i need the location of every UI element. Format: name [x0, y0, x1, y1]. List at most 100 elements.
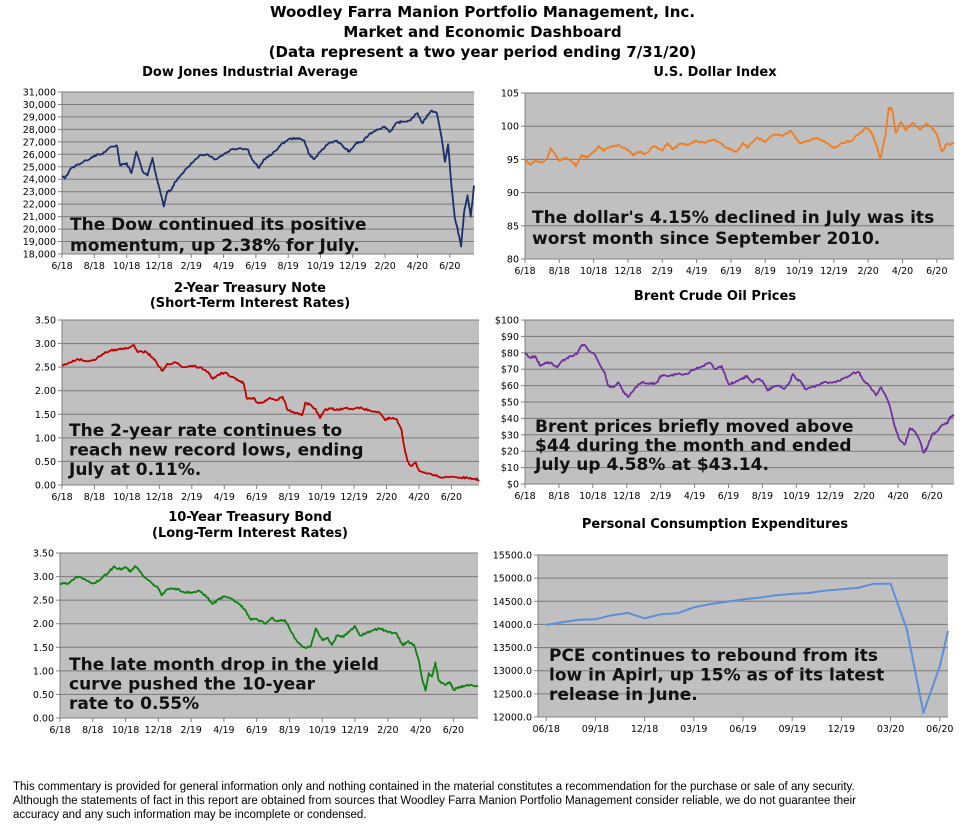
- pce-chart-title: Personal Consumption Expenditures: [581, 517, 849, 532]
- usd-xtick-label: 10/19: [786, 266, 813, 277]
- t10y-xtick-label: 6/18: [49, 725, 70, 736]
- t2y-xtick-label: 2/19: [181, 492, 202, 503]
- pce-chart: 12000.0 12500.0 13000.0 13500.0 14000.0 14500…: [493, 551, 954, 736]
- dow-ytick-label: 23,000: [23, 187, 56, 198]
- t10y-xtick-label: 6/20: [443, 725, 464, 736]
- dow-ytick-label: 24,000: [23, 175, 56, 186]
- pce-xtick-label: 06/20: [926, 724, 953, 735]
- brent-ytick-label: $40: [501, 414, 519, 425]
- t10y-annotation-line: rate to 0.55%: [69, 694, 199, 714]
- pce-ytick-label: 14000.0: [493, 620, 532, 631]
- usd-ytick-label: 95: [507, 155, 519, 166]
- t2y-ytick-label: 3.00: [35, 339, 56, 350]
- pce-ytick-label: 15000.0: [493, 574, 532, 585]
- dow-xtick-label: 12/19: [339, 261, 366, 272]
- usd-xtick-label: 2/20: [858, 266, 879, 277]
- usd-ytick-label: 90: [507, 188, 519, 199]
- dow-ytick-label: 27,000: [23, 137, 56, 148]
- brent-xtick-label: 2/20: [853, 491, 874, 502]
- t2y-xtick-label: 4/19: [214, 492, 235, 503]
- brent-chart-title: Brent Crude Oil Prices: [633, 289, 797, 304]
- pce-xtick-label: 09/19: [779, 724, 806, 735]
- disclaimer-line-2: Although the statements of fact in this …: [13, 795, 856, 807]
- disclaimer: This commentary is provided for general …: [13, 780, 958, 822]
- usd-ytick-label: 80: [507, 255, 519, 266]
- brent-xtick-label: 6/19: [718, 491, 739, 502]
- dashboard-title: Market and Economic Dashboard: [343, 23, 622, 41]
- t10y-ytick-label: 1.00: [33, 666, 54, 677]
- brent-ytick-label: $90: [501, 332, 519, 343]
- brent-annotation-line: July up 4.58% at $43.14.: [534, 455, 769, 475]
- pce-ytick-label: 15500.0: [493, 551, 532, 562]
- disclaimer-line-1: This commentary is provided for general …: [13, 781, 855, 793]
- t2y-xtick-label: 4/20: [408, 492, 429, 503]
- brent-xtick-label: 12/19: [817, 491, 844, 502]
- t10y-annotation-line: The late month drop in the yield: [69, 655, 379, 675]
- usd-xtick-label: 6/19: [720, 266, 741, 277]
- usd-xtick-label: 12/18: [614, 266, 641, 277]
- brent-xtick-label: 4/19: [684, 491, 705, 502]
- t2y-ytick-label: 0.50: [35, 457, 56, 468]
- dow-xtick-label: 6/19: [245, 261, 266, 272]
- dow-xtick-label: 4/19: [213, 261, 234, 272]
- usd-xtick-label: 4/20: [892, 266, 913, 277]
- usd-ytick-label: 100: [501, 122, 519, 133]
- t10y-annotation-line: curve pushed the 10-year: [69, 675, 316, 695]
- brent-ytick-label: $100: [495, 316, 519, 327]
- dow-xtick-label: 6/20: [439, 261, 460, 272]
- t2y-ytick-label: 1.00: [35, 433, 56, 444]
- brent-ytick-label: $0: [507, 480, 519, 491]
- usd-xtick-label: 6/20: [926, 266, 947, 277]
- dow-xtick-label: 8/18: [84, 261, 105, 272]
- t2y-chart: 0.00 0.50 1.00 1.50 2.00 2.50 3.00 3.50 6/18 8/18…: [35, 316, 480, 503]
- usd-xtick-label: 10/18: [580, 266, 607, 277]
- t10y-plot-area: [60, 553, 478, 718]
- brent-xtick-label: 10/18: [579, 491, 606, 502]
- t10y-xtick-label: 4/20: [410, 725, 431, 736]
- brent-chart: $0 $10 $20 $30 $40 $50 $60 $70 $80 $90 $100 6/18 8/1…: [495, 316, 955, 502]
- usd-ytick-label: 85: [507, 221, 519, 232]
- company-name: Woodley Farra Manion Portfolio Managemen…: [269, 3, 696, 21]
- dow-annotation-line: momentum, up 2.38% for July.: [70, 236, 360, 256]
- brent-annotation-line: Brent prices briefly moved above: [535, 417, 854, 437]
- dow-ytick-label: 21,000: [23, 212, 56, 223]
- pce-ytick-label: 13500.0: [493, 643, 532, 654]
- t2y-xtick-label: 12/18: [146, 492, 173, 503]
- dow-ytick-label: 19,000: [23, 237, 56, 248]
- t2y-xtick-label: 6/20: [441, 492, 462, 503]
- dow-series-line: [61, 109, 475, 248]
- dow-ytick-label: 30,000: [23, 100, 56, 111]
- usd-xtick-label: 4/19: [686, 266, 707, 277]
- pce-annotation-line: low in Apirl, up 15% as of its latest: [549, 666, 884, 686]
- dow-ytick-label: 28,000: [23, 125, 56, 136]
- t10y-xtick-label: 12/19: [341, 725, 368, 736]
- pce-xtick-label: 12/19: [828, 724, 855, 735]
- dow-xtick-label: 12/18: [145, 261, 172, 272]
- t10y-ytick-label: 2.00: [33, 619, 54, 630]
- t2y-ytick-label: 1.50: [35, 410, 56, 421]
- t10y-series-line: [59, 565, 479, 692]
- disclaimer-line-3: accuracy and any such information may be…: [13, 809, 367, 821]
- t2y-ytick-label: 2.00: [35, 386, 56, 397]
- dow-ytick-label: 26,000: [23, 150, 56, 161]
- t2y-xtick-label: 10/18: [113, 492, 140, 503]
- brent-ytick-label: $60: [501, 381, 519, 392]
- dow-ytick-label: 31,000: [23, 88, 56, 99]
- usd-chart-title: U.S. Dollar Index: [653, 65, 777, 80]
- brent-series-line: [524, 343, 955, 454]
- dow-chart-title: Dow Jones Industrial Average: [142, 65, 358, 80]
- t10y-chart-title: 10-Year Treasury Bond: [168, 510, 332, 525]
- dow-xtick-label: 10/19: [307, 261, 334, 272]
- t2y-xtick-label: 12/19: [340, 492, 367, 503]
- t10y-ytick-label: 2.50: [33, 596, 54, 607]
- t2y-xtick-label: 6/18: [51, 492, 72, 503]
- dow-annotation-line: The Dow continued its positive: [70, 215, 367, 235]
- pce-annotation-line: PCE continues to rebound from its: [549, 646, 878, 666]
- t10y-xtick-label: 8/18: [82, 725, 103, 736]
- brent-ytick-label: $50: [501, 398, 519, 409]
- brent-xtick-label: 2/19: [650, 491, 671, 502]
- brent-ytick-label: $30: [501, 430, 519, 441]
- t2y-series-line: [61, 344, 480, 482]
- dow-xtick-label: 4/20: [407, 261, 428, 272]
